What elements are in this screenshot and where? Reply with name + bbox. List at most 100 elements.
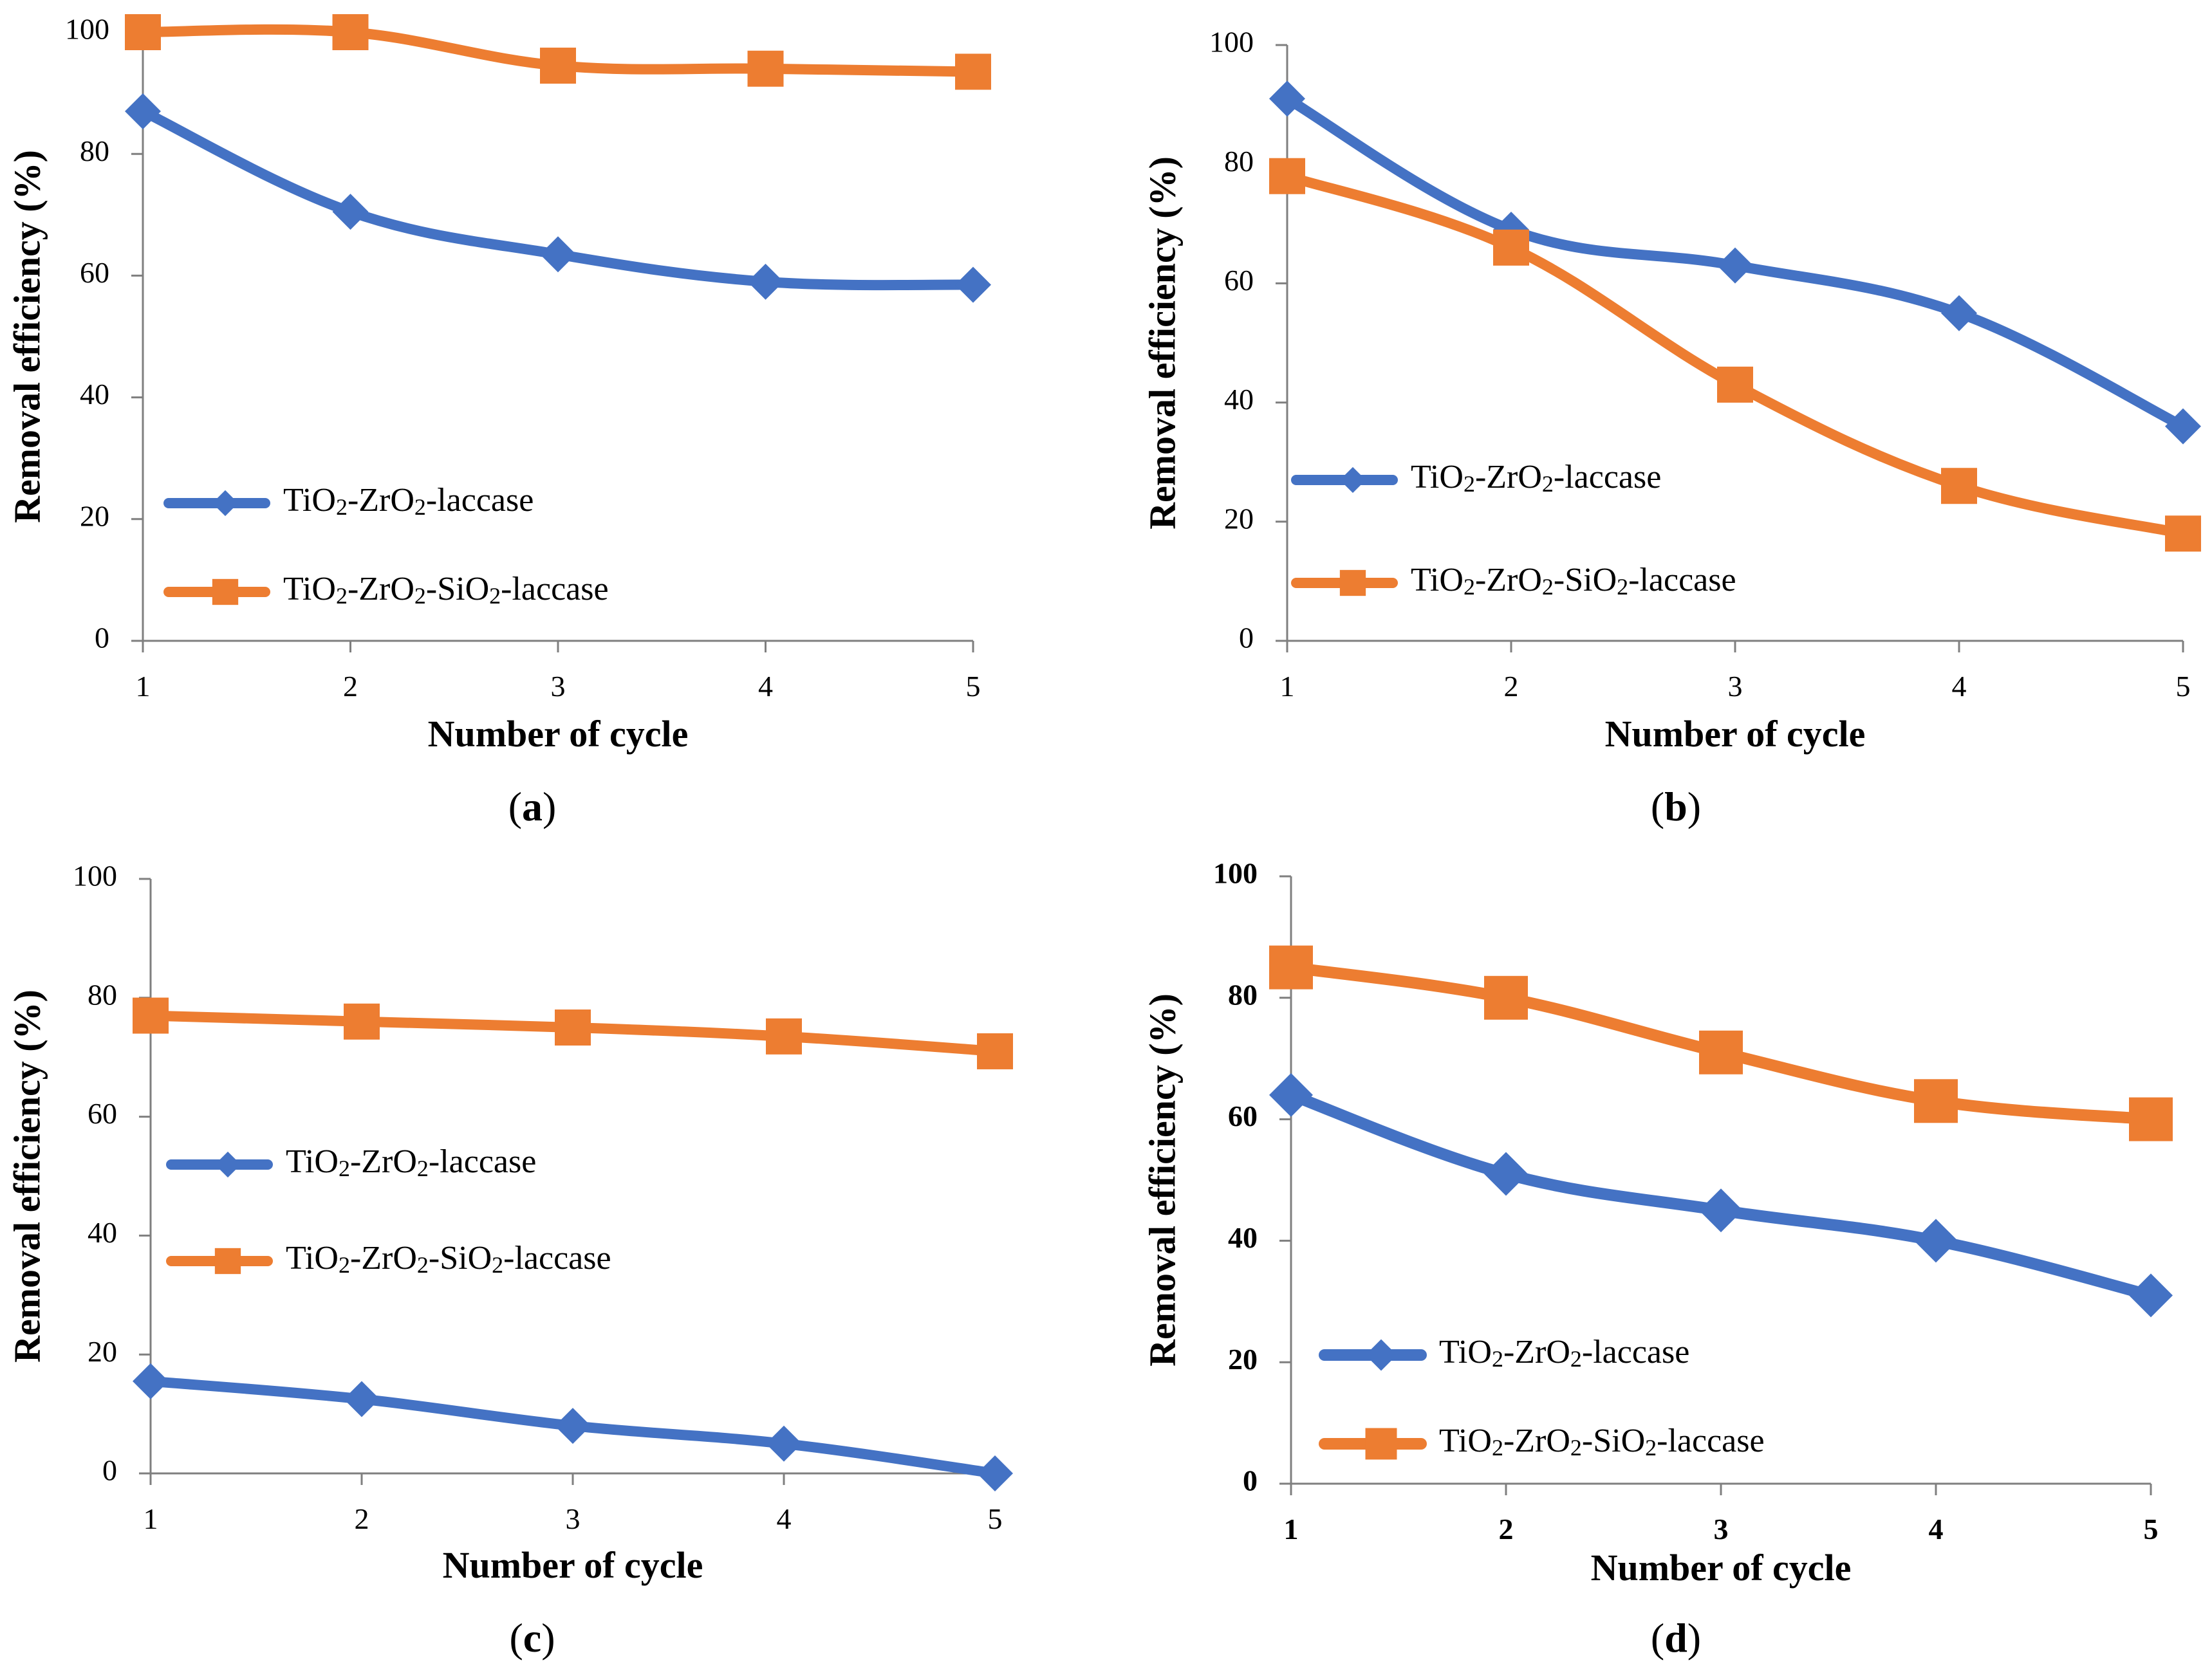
data-point	[540, 48, 576, 84]
data-point	[344, 1003, 380, 1040]
x-tick-label: 1	[1280, 670, 1295, 703]
x-axis-title: Number of cycle	[428, 713, 689, 755]
x-tick-label: 2	[1504, 670, 1519, 703]
data-point	[332, 14, 369, 50]
data-point	[133, 1363, 169, 1399]
legend-label: TiO2-ZrO2-SiO2-laccase	[1411, 562, 1736, 600]
x-tick-label: 3	[1728, 670, 1743, 703]
x-tick-label: 3	[1714, 1513, 1729, 1545]
x-tick-label: 4	[1929, 1513, 1944, 1545]
y-axis-title: Removal efficiency (%)	[6, 150, 48, 523]
x-tick-label: 3	[566, 1502, 581, 1535]
data-point	[1484, 1152, 1528, 1196]
legend-marker	[1339, 466, 1366, 493]
data-point	[125, 14, 161, 50]
y-tick-label: 20	[1224, 502, 1254, 535]
y-tick-label: 40	[88, 1216, 117, 1249]
x-tick-label: 5	[966, 670, 981, 703]
y-axis-title: Removal efficiency (%)	[1141, 156, 1183, 530]
y-tick-label: 40	[1228, 1221, 1258, 1254]
data-point	[766, 1425, 802, 1462]
y-tick-label: 20	[80, 499, 109, 532]
panel-label-a: (a)	[508, 784, 557, 829]
y-tick-label: 60	[80, 256, 109, 289]
data-point	[555, 1010, 591, 1046]
x-tick-label: 4	[758, 670, 773, 703]
y-tick-label: 40	[1224, 383, 1254, 416]
panel-label-b: (b)	[1651, 784, 1701, 829]
panel-c: 0 20 40 60 80 100 1 2 3 4 5 Number of cycle Removal …	[6, 860, 1013, 1586]
y-axis-title: Removal efficiency (%)	[6, 990, 48, 1363]
data-point	[2165, 408, 2201, 445]
data-point	[1269, 945, 1313, 990]
x-axis-title: Number of cycle	[1591, 1547, 1852, 1589]
data-point	[1699, 1030, 1743, 1074]
legend-label: TiO2-ZrO2-laccase	[283, 482, 534, 520]
x-axis-title: Number of cycle	[443, 1544, 703, 1586]
data-point	[1269, 158, 1305, 194]
legend-label: TiO2-ZrO2-SiO2-laccase	[283, 571, 609, 609]
x-tick-label: 4	[1952, 670, 1967, 703]
panel-label-c: (c)	[509, 1615, 555, 1661]
data-point	[955, 266, 991, 303]
data-point	[977, 1455, 1013, 1491]
panel-b: 0 20 40 60 80 100 1 2 3 4 5 Number of cycle Removal …	[1141, 26, 2201, 755]
legend-marker	[1365, 1339, 1397, 1371]
y-tick-label: 20	[1228, 1343, 1258, 1376]
data-point	[766, 1018, 802, 1055]
y-tick-label: 40	[80, 378, 109, 410]
x-tick-label: 2	[1499, 1513, 1514, 1545]
data-point	[540, 236, 576, 273]
x-tick-label: 1	[136, 670, 151, 703]
data-point	[1269, 80, 1305, 117]
data-point	[125, 93, 161, 129]
data-point	[2129, 1097, 2173, 1141]
legend-marker	[1339, 569, 1366, 596]
x-tick-label: 4	[777, 1502, 792, 1535]
legend-label: TiO2-ZrO2-laccase	[1439, 1334, 1689, 1372]
y-axis-title: Removal efficiency (%)	[1141, 993, 1183, 1367]
data-point	[1717, 366, 1753, 403]
y-tick-label: 0	[102, 1454, 117, 1487]
data-point	[1699, 1188, 1743, 1233]
data-point	[1941, 295, 1977, 331]
x-tick-label: 5	[2144, 1513, 2159, 1545]
data-point	[747, 50, 784, 87]
y-tick-label: 100	[73, 860, 117, 892]
legend-marker	[1365, 1428, 1397, 1460]
y-tick-label: 80	[1224, 145, 1254, 178]
x-tick-label: 5	[988, 1502, 1003, 1535]
y-tick-label: 0	[1239, 622, 1254, 654]
legend-marker	[212, 490, 239, 517]
panel-a: 0 20 40 60 80 100 1 2 3 4 5 Number of cycle Removal …	[6, 13, 991, 755]
x-axis-title: Number of cycle	[1605, 713, 1866, 755]
data-point	[332, 194, 369, 230]
y-tick-label: 20	[88, 1335, 117, 1368]
y-tick-label: 60	[88, 1097, 117, 1130]
y-tick-label: 80	[80, 134, 109, 167]
x-tick-label: 3	[551, 670, 566, 703]
panel-d: 0 20 40 60 80 100 1 2 3 4 5 Number of cycle Removal …	[1141, 857, 2173, 1589]
data-point	[555, 1408, 591, 1444]
y-tick-label: 60	[1228, 1100, 1258, 1132]
legend-marker	[214, 1151, 241, 1178]
y-tick-label: 100	[65, 13, 109, 46]
legend-label: TiO2-ZrO2-SiO2-laccase	[286, 1240, 611, 1278]
data-point	[1914, 1219, 1958, 1263]
x-tick-label: 5	[2176, 670, 2191, 703]
data-point	[1493, 229, 1529, 266]
data-point	[977, 1033, 1013, 1069]
legend-label: TiO2-ZrO2-laccase	[286, 1143, 536, 1181]
data-point	[133, 997, 169, 1034]
data-point	[344, 1381, 380, 1417]
data-point	[2129, 1273, 2173, 1318]
legend-marker	[214, 1248, 241, 1275]
x-tick-label: 1	[144, 1502, 158, 1535]
y-tick-label: 100	[1209, 26, 1254, 59]
y-tick-label: 0	[1243, 1464, 1258, 1497]
data-point	[1484, 975, 1528, 1020]
panel-label-d: (d)	[1651, 1615, 1701, 1661]
y-tick-label: 100	[1213, 857, 1258, 890]
x-tick-label: 1	[1284, 1513, 1299, 1545]
